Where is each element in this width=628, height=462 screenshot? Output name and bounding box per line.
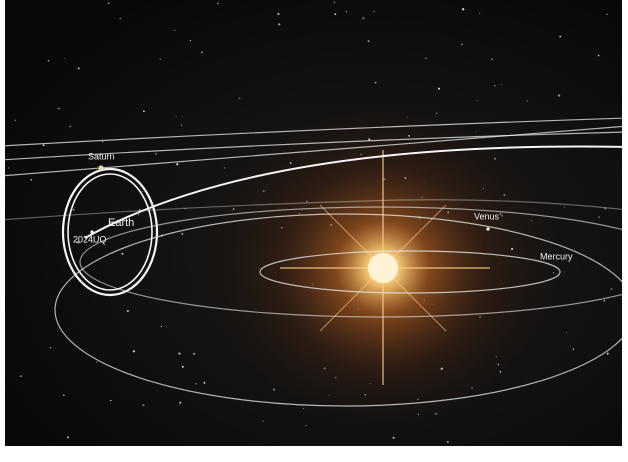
star bbox=[120, 18, 121, 19]
star bbox=[527, 101, 528, 102]
star bbox=[161, 326, 162, 327]
star bbox=[159, 58, 161, 60]
star bbox=[20, 375, 21, 376]
star bbox=[190, 40, 191, 41]
body-label: Earth bbox=[108, 217, 134, 229]
star bbox=[69, 125, 71, 127]
star bbox=[607, 353, 609, 355]
star bbox=[559, 36, 561, 38]
star bbox=[108, 2, 110, 4]
body-label: Mercury bbox=[540, 251, 573, 261]
star bbox=[31, 179, 32, 180]
star bbox=[102, 141, 103, 142]
star bbox=[368, 40, 370, 42]
star bbox=[73, 209, 75, 211]
star bbox=[58, 108, 60, 110]
star bbox=[178, 352, 180, 354]
star bbox=[334, 13, 336, 15]
star bbox=[176, 116, 177, 117]
star bbox=[193, 353, 195, 355]
star bbox=[277, 13, 279, 15]
star bbox=[491, 58, 493, 60]
star bbox=[64, 58, 65, 59]
star bbox=[278, 23, 280, 25]
star bbox=[63, 395, 64, 396]
star bbox=[96, 362, 97, 363]
star bbox=[78, 67, 80, 69]
star bbox=[196, 383, 197, 384]
star bbox=[374, 11, 375, 12]
star bbox=[462, 8, 464, 10]
sun bbox=[368, 253, 398, 283]
star bbox=[362, 17, 364, 19]
star bbox=[217, 3, 219, 5]
star bbox=[138, 214, 139, 215]
star bbox=[15, 120, 16, 121]
earth bbox=[90, 230, 93, 233]
star bbox=[333, 1, 335, 3]
star bbox=[238, 97, 240, 99]
star bbox=[43, 144, 45, 146]
star bbox=[121, 253, 123, 255]
star bbox=[142, 404, 144, 406]
star bbox=[50, 347, 52, 349]
star bbox=[203, 382, 205, 384]
star bbox=[573, 349, 574, 350]
star bbox=[181, 233, 183, 235]
star bbox=[143, 110, 145, 112]
star bbox=[477, 100, 478, 101]
star bbox=[182, 366, 184, 368]
star bbox=[606, 14, 607, 15]
star bbox=[48, 60, 49, 61]
star bbox=[67, 436, 69, 438]
star bbox=[127, 310, 129, 312]
body-label: 2024UQ bbox=[73, 234, 107, 244]
venus bbox=[486, 227, 489, 230]
body-label: Saturn bbox=[88, 151, 115, 161]
star bbox=[346, 11, 347, 12]
star bbox=[110, 400, 111, 401]
saturn bbox=[98, 165, 103, 170]
star bbox=[610, 288, 612, 290]
star bbox=[181, 124, 182, 125]
star bbox=[598, 55, 600, 57]
star bbox=[558, 94, 560, 96]
star bbox=[566, 332, 567, 333]
star bbox=[604, 300, 606, 302]
star bbox=[479, 13, 480, 14]
star bbox=[182, 116, 183, 117]
star bbox=[155, 153, 157, 155]
star bbox=[133, 350, 135, 352]
star bbox=[425, 57, 427, 59]
star bbox=[461, 43, 463, 45]
space-view: Saturn Earth 2024UQ Venus Mercury bbox=[0, 0, 628, 462]
star bbox=[142, 191, 143, 192]
star bbox=[176, 163, 178, 165]
star bbox=[8, 167, 9, 168]
body-label: Venus bbox=[474, 211, 500, 221]
star bbox=[174, 30, 175, 31]
star bbox=[201, 51, 203, 53]
star bbox=[262, 420, 263, 421]
star bbox=[564, 207, 565, 208]
star bbox=[179, 402, 181, 404]
star bbox=[494, 85, 496, 87]
star bbox=[598, 216, 599, 217]
page: Saturn Earth 2024UQ Venus Mercury (() =>… bbox=[0, 0, 628, 462]
star bbox=[501, 84, 502, 85]
